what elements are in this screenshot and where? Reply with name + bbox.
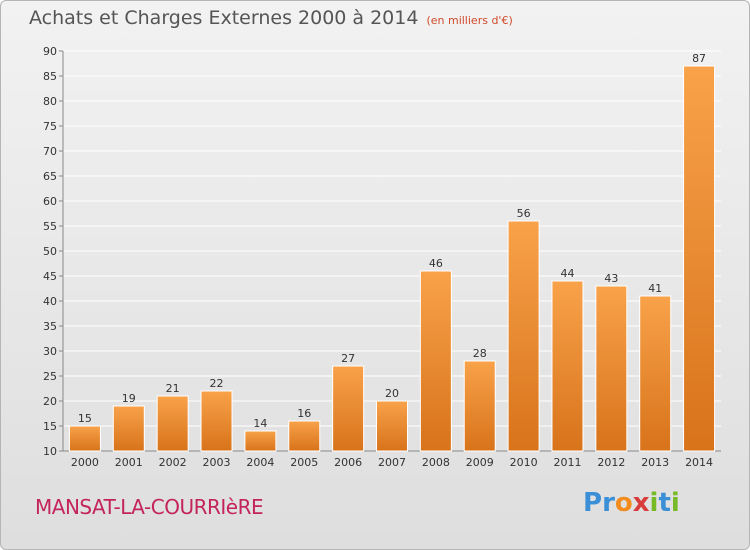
x-tick-label: 2007	[378, 456, 406, 469]
bar	[200, 390, 233, 452]
x-tick-label: 2008	[422, 456, 450, 469]
bar	[639, 295, 672, 452]
y-tick-label: 75	[43, 120, 57, 133]
y-tick-label: 35	[43, 320, 57, 333]
bar	[376, 400, 408, 452]
logo-letter: o	[614, 488, 633, 518]
x-tick-label: 2005	[290, 456, 318, 469]
y-tick-label: 70	[43, 145, 57, 158]
bar	[288, 420, 321, 452]
y-tick-label: 60	[43, 195, 57, 208]
bar	[419, 270, 452, 452]
bar	[551, 280, 584, 452]
y-tick-label: 90	[43, 45, 57, 58]
bar-value-label: 16	[297, 407, 311, 420]
y-tick-label: 20	[43, 395, 57, 408]
x-tick-label: 2012	[597, 456, 625, 469]
logo-letter: t	[658, 488, 671, 518]
bar-value-label: 14	[253, 417, 267, 430]
labels: 10 15 20 25 30 35 40 45 50 55 60 65 70 75 80 85 90 15 2000…	[43, 45, 713, 469]
bar	[463, 360, 496, 452]
bar-value-label: 15	[78, 412, 92, 425]
x-tick-label: 2000	[71, 456, 99, 469]
x-tick-label: 2009	[466, 456, 494, 469]
bar-value-label: 27	[341, 352, 355, 365]
chart-title: Achats et Charges Externes 2000 à 2014 (e…	[29, 7, 513, 29]
place-name: MANSAT-LA-COURRIèRE	[35, 495, 264, 519]
bar-value-label: 43	[604, 272, 618, 285]
bar-value-label: 41	[648, 282, 662, 295]
x-tick-label: 2001	[115, 456, 143, 469]
bar-value-label: 46	[429, 257, 443, 270]
bar-value-label: 44	[560, 267, 574, 280]
y-tick-label: 25	[43, 370, 57, 383]
y-tick-label: 85	[43, 70, 57, 83]
bar	[112, 405, 145, 452]
y-tick-label: 45	[43, 270, 57, 283]
x-tick-label: 2004	[246, 456, 274, 469]
logo-letter: P	[583, 488, 603, 518]
x-tick-label: 2006	[334, 456, 362, 469]
bar-value-label: 28	[473, 347, 487, 360]
y-tick-label: 15	[43, 420, 57, 433]
x-tick-label: 2002	[159, 456, 187, 469]
bar-value-label: 22	[210, 377, 224, 390]
logo-letter: r	[602, 488, 615, 518]
bar-value-label: 20	[385, 387, 399, 400]
bar	[244, 430, 277, 452]
logo-letter: i	[670, 488, 680, 518]
bar	[595, 285, 628, 452]
logo-letter: x	[632, 488, 650, 518]
chart-subtitle: (en milliers d'€)	[426, 14, 513, 27]
bar-value-label: 87	[692, 52, 706, 65]
y-tick-label: 80	[43, 95, 57, 108]
bar-value-label: 56	[517, 207, 531, 220]
y-tick-label: 55	[43, 220, 57, 233]
bar	[68, 425, 101, 452]
bar-value-label: 21	[166, 382, 180, 395]
y-tick-label: 50	[43, 245, 57, 258]
x-tick-label: 2010	[510, 456, 538, 469]
bar	[683, 65, 716, 452]
x-tick-label: 2003	[203, 456, 231, 469]
logo-letter: i	[649, 488, 659, 518]
bars	[68, 65, 716, 452]
y-tick-label: 65	[43, 170, 57, 183]
x-tick-label: 2013	[641, 456, 669, 469]
bar-value-label: 19	[122, 392, 136, 405]
bar	[332, 365, 365, 452]
chart-title-text: Achats et Charges Externes 2000 à 2014	[29, 7, 419, 29]
bar	[156, 395, 189, 452]
x-tick-label: 2011	[553, 456, 581, 469]
y-tick-label: 10	[43, 445, 57, 458]
bar	[507, 220, 540, 452]
y-tick-label: 40	[43, 295, 57, 308]
proxiti-logo: Proxiti	[583, 488, 680, 518]
x-tick-label: 2014	[685, 456, 713, 469]
y-tick-label: 30	[43, 345, 57, 358]
